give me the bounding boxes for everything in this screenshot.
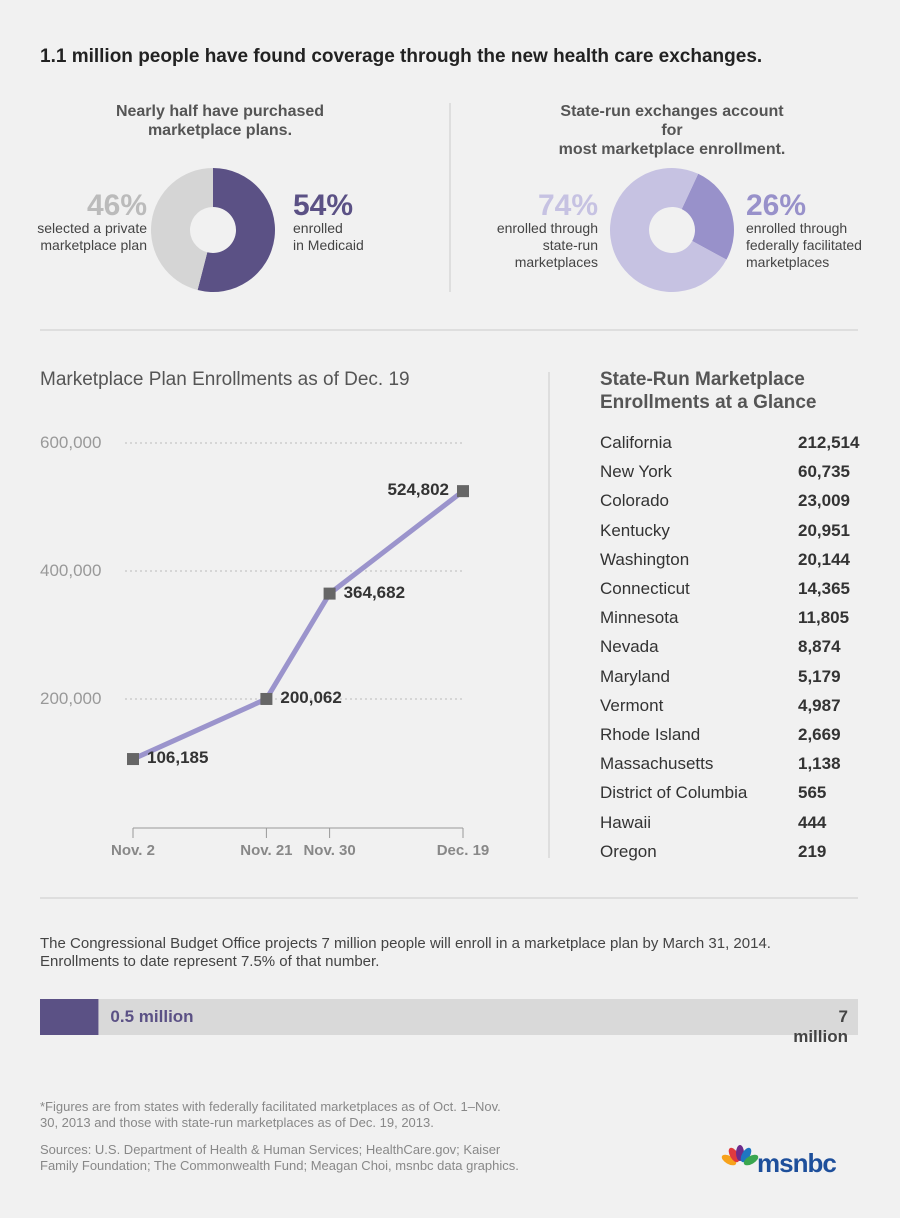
x-tick-label: Dec. 19 — [436, 842, 490, 859]
y-tick-label: 200,000 — [40, 689, 102, 708]
x-tick-label: Nov. 21 — [240, 842, 293, 859]
slice-label: enrolled through federally facilitated m… — [746, 220, 862, 270]
table-cell: Minnesota — [600, 608, 679, 628]
sources: Sources: U.S. Department of Health & Hum… — [40, 1142, 519, 1173]
table-cell: 8,874 — [798, 637, 841, 657]
value-label: 74% — [537, 189, 598, 222]
donut-slice — [150, 167, 213, 291]
table-cell: 1,138 — [798, 754, 841, 774]
table-cell: Hawaii — [600, 812, 652, 832]
donut-slice — [681, 173, 734, 260]
table-cell: 444 — [798, 812, 827, 832]
table-cell: Washington — [600, 549, 690, 569]
table-cell: Colorado — [600, 491, 669, 511]
data-label: 106,185 — [147, 748, 209, 768]
table-cell: 5,179 — [798, 666, 841, 686]
table-cell: 2,669 — [798, 725, 841, 744]
line — [131, 489, 465, 762]
x-tick-label: Nov. 2 — [111, 842, 155, 859]
marker — [457, 485, 469, 498]
logo: msnbc — [757, 1148, 837, 1178]
table-cell: Massachusetts — [600, 754, 714, 774]
progress-bar — [40, 999, 99, 1035]
table-cell: California — [600, 433, 672, 452]
value-label: 7 million — [793, 1007, 848, 1047]
table-cell: Connecticut — [600, 579, 690, 598]
table-cell: 60,735 — [798, 462, 850, 482]
table-cell: Maryland — [600, 666, 670, 686]
slice-label: enrolled through state-run marketplaces — [496, 220, 598, 270]
table-cell: 20,144 — [798, 549, 850, 569]
donut-slice — [609, 167, 727, 292]
marker — [260, 692, 273, 705]
logo-icon — [721, 1145, 759, 1166]
table-cell: New York — [600, 462, 672, 482]
marker — [323, 587, 336, 600]
value-label: 0.5 million — [110, 1007, 194, 1026]
table-cell: 14,365 — [798, 579, 850, 598]
data-label: 200,062 — [280, 687, 342, 707]
table-cell: 212,514 — [798, 433, 860, 452]
y-tick-label: 400,000 — [40, 561, 102, 580]
table-cell: Oregon — [600, 841, 657, 861]
value-label: 26% — [746, 189, 807, 222]
marker — [127, 753, 139, 766]
chart-title: Nearly half have purchased marketplace p… — [115, 103, 325, 140]
value-label: 46% — [86, 189, 147, 222]
chart-title: State-run exchanges account for most mar… — [558, 103, 786, 159]
footnote: *Figures are from states with federally … — [40, 1099, 501, 1130]
headline: 1.1 million people have found coverage t… — [40, 46, 763, 67]
value-label: 54% — [293, 189, 354, 222]
table-cell: Kentucky — [600, 520, 670, 540]
table-cell: Vermont — [600, 695, 664, 715]
table-cell: Rhode Island — [600, 725, 701, 744]
table-title: State-Run Marketplace Enrollments at a G… — [600, 369, 817, 413]
data-label: 364,682 — [343, 582, 406, 602]
chart-title: Marketplace Plan Enrollments as of Dec. … — [40, 369, 410, 390]
table-cell: 565 — [798, 783, 827, 803]
slice-label: selected a private marketplace plan — [37, 220, 147, 253]
table-cell: 23,009 — [798, 491, 850, 511]
table-cell: Nevada — [600, 637, 659, 657]
table-cell: 219 — [798, 841, 827, 861]
slice-label: enrolled in Medicaid — [293, 220, 364, 253]
table-cell: 20,951 — [798, 520, 850, 540]
table-cell: 11,805 — [798, 608, 850, 628]
donut-slice — [197, 168, 275, 292]
table-cell: District of Columbia — [600, 783, 748, 803]
chart-title: The Congressional Budget Office projects… — [40, 935, 771, 970]
progress-bar — [40, 999, 858, 1035]
y-tick-label: 600,000 — [40, 433, 102, 452]
data-label: 524,802 — [387, 480, 449, 500]
x-tick-label: Nov. 30 — [303, 842, 356, 859]
table-cell: 4,987 — [798, 695, 841, 715]
